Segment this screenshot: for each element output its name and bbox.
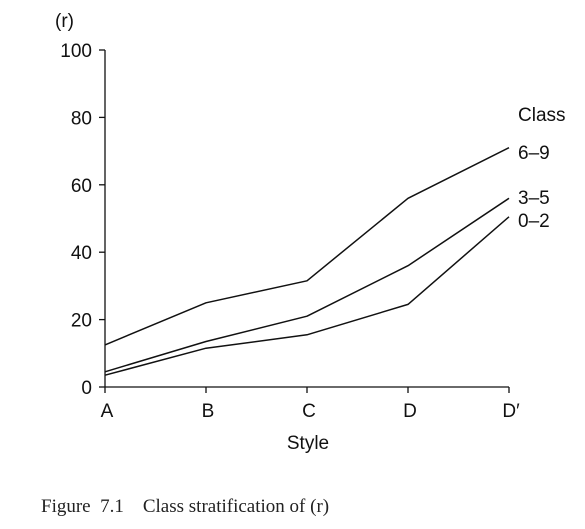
y-tick-label: 80 bbox=[71, 108, 92, 129]
series-line bbox=[104, 197, 510, 373]
x-axis: A B C D D′ Style bbox=[101, 386, 520, 454]
series-label: 0–2 bbox=[518, 211, 550, 232]
figure-caption: Figure 7.1 Class stratification of (r) bbox=[41, 496, 329, 518]
caption-text: Class stratification of (r) bbox=[142, 496, 330, 517]
series-line bbox=[104, 147, 510, 346]
legend-title: Class bbox=[518, 105, 566, 126]
y-axis: 0 20 40 60 80 100 (r) bbox=[55, 11, 106, 399]
series-label: 3–5 bbox=[518, 188, 550, 209]
x-tick-label: B bbox=[202, 401, 215, 422]
y-tick-label: 40 bbox=[71, 243, 92, 264]
series-labels: Class 6–9 3–50–2 bbox=[518, 105, 566, 232]
x-axis-title: Style bbox=[287, 433, 329, 454]
series-label: 6–9 bbox=[518, 143, 550, 164]
x-tick-label: D bbox=[403, 401, 417, 422]
x-tick-label: A bbox=[101, 401, 114, 422]
y-tick-label: 60 bbox=[71, 176, 92, 197]
x-tick-label: D′ bbox=[502, 401, 520, 422]
x-tick-label: C bbox=[302, 401, 316, 422]
y-tick-label: 0 bbox=[81, 378, 92, 399]
y-axis-title: (r) bbox=[55, 11, 74, 32]
series-lines bbox=[104, 147, 510, 376]
series-line bbox=[104, 216, 510, 376]
y-tick-label: 100 bbox=[60, 41, 92, 62]
caption-number: Figure 7.1 bbox=[41, 496, 124, 517]
y-tick-label: 20 bbox=[71, 311, 92, 332]
